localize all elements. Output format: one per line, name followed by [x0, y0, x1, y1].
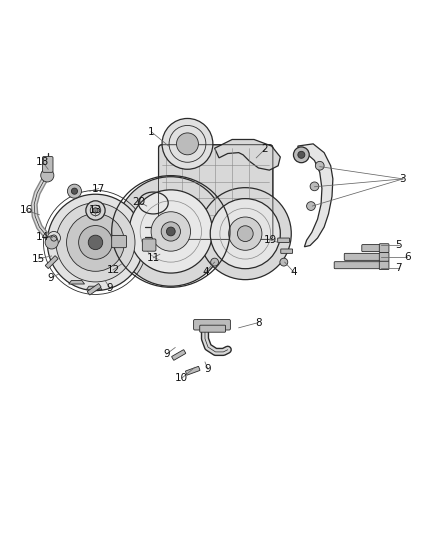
Circle shape: [229, 217, 262, 251]
Text: 6: 6: [404, 252, 411, 262]
Text: 4: 4: [202, 266, 209, 277]
Polygon shape: [69, 280, 85, 284]
Circle shape: [88, 235, 102, 249]
Circle shape: [177, 133, 198, 155]
Circle shape: [310, 182, 319, 191]
FancyBboxPatch shape: [172, 350, 186, 360]
FancyBboxPatch shape: [379, 244, 389, 253]
Text: 9: 9: [106, 282, 113, 293]
Text: 2: 2: [261, 144, 268, 154]
Circle shape: [237, 226, 253, 241]
Text: 10: 10: [175, 373, 188, 383]
Circle shape: [67, 214, 124, 271]
FancyBboxPatch shape: [379, 261, 389, 270]
Circle shape: [41, 169, 54, 182]
FancyBboxPatch shape: [112, 236, 127, 248]
FancyBboxPatch shape: [42, 157, 53, 172]
Circle shape: [47, 231, 60, 245]
Circle shape: [161, 222, 180, 241]
Circle shape: [129, 190, 212, 273]
Polygon shape: [298, 144, 333, 247]
Circle shape: [116, 177, 226, 286]
Circle shape: [71, 188, 78, 194]
FancyBboxPatch shape: [186, 366, 200, 375]
Circle shape: [166, 227, 175, 236]
Text: 20: 20: [133, 197, 146, 207]
Text: 7: 7: [395, 263, 402, 273]
Text: 16: 16: [20, 205, 33, 215]
Circle shape: [315, 161, 324, 170]
FancyBboxPatch shape: [379, 253, 389, 261]
Circle shape: [211, 258, 219, 266]
Text: 12: 12: [106, 265, 120, 275]
Text: 3: 3: [399, 174, 406, 184]
Text: 9: 9: [163, 349, 170, 359]
Circle shape: [307, 201, 315, 211]
FancyBboxPatch shape: [278, 238, 290, 243]
Polygon shape: [215, 140, 280, 170]
Polygon shape: [86, 286, 102, 290]
Text: 19: 19: [264, 235, 277, 245]
Text: 15: 15: [32, 254, 45, 264]
Circle shape: [280, 258, 288, 266]
Circle shape: [151, 212, 191, 251]
Circle shape: [78, 225, 112, 259]
FancyBboxPatch shape: [159, 145, 273, 239]
Circle shape: [298, 151, 305, 158]
Text: 11: 11: [147, 253, 160, 263]
FancyBboxPatch shape: [46, 256, 58, 269]
Circle shape: [67, 184, 81, 198]
Text: 9: 9: [47, 273, 54, 283]
Text: 1: 1: [148, 127, 155, 136]
Circle shape: [210, 199, 280, 269]
FancyBboxPatch shape: [344, 253, 381, 260]
FancyBboxPatch shape: [334, 262, 381, 269]
Text: 13: 13: [89, 205, 102, 215]
Text: 18: 18: [36, 157, 49, 167]
Circle shape: [293, 147, 309, 163]
Circle shape: [86, 201, 105, 220]
Text: 17: 17: [92, 183, 105, 193]
FancyBboxPatch shape: [200, 325, 226, 332]
FancyBboxPatch shape: [87, 284, 101, 295]
Text: 9: 9: [205, 365, 212, 374]
Circle shape: [162, 118, 213, 169]
Circle shape: [199, 188, 291, 280]
FancyBboxPatch shape: [281, 249, 293, 253]
FancyBboxPatch shape: [142, 239, 156, 251]
FancyBboxPatch shape: [194, 319, 230, 330]
FancyBboxPatch shape: [362, 245, 381, 252]
Text: 4: 4: [290, 266, 297, 277]
Text: 8: 8: [255, 318, 262, 328]
Text: 5: 5: [395, 240, 402, 251]
Circle shape: [45, 236, 58, 249]
FancyBboxPatch shape: [173, 136, 202, 156]
Circle shape: [56, 203, 135, 282]
Circle shape: [93, 208, 98, 213]
Text: 14: 14: [36, 232, 49, 242]
Circle shape: [47, 194, 144, 290]
